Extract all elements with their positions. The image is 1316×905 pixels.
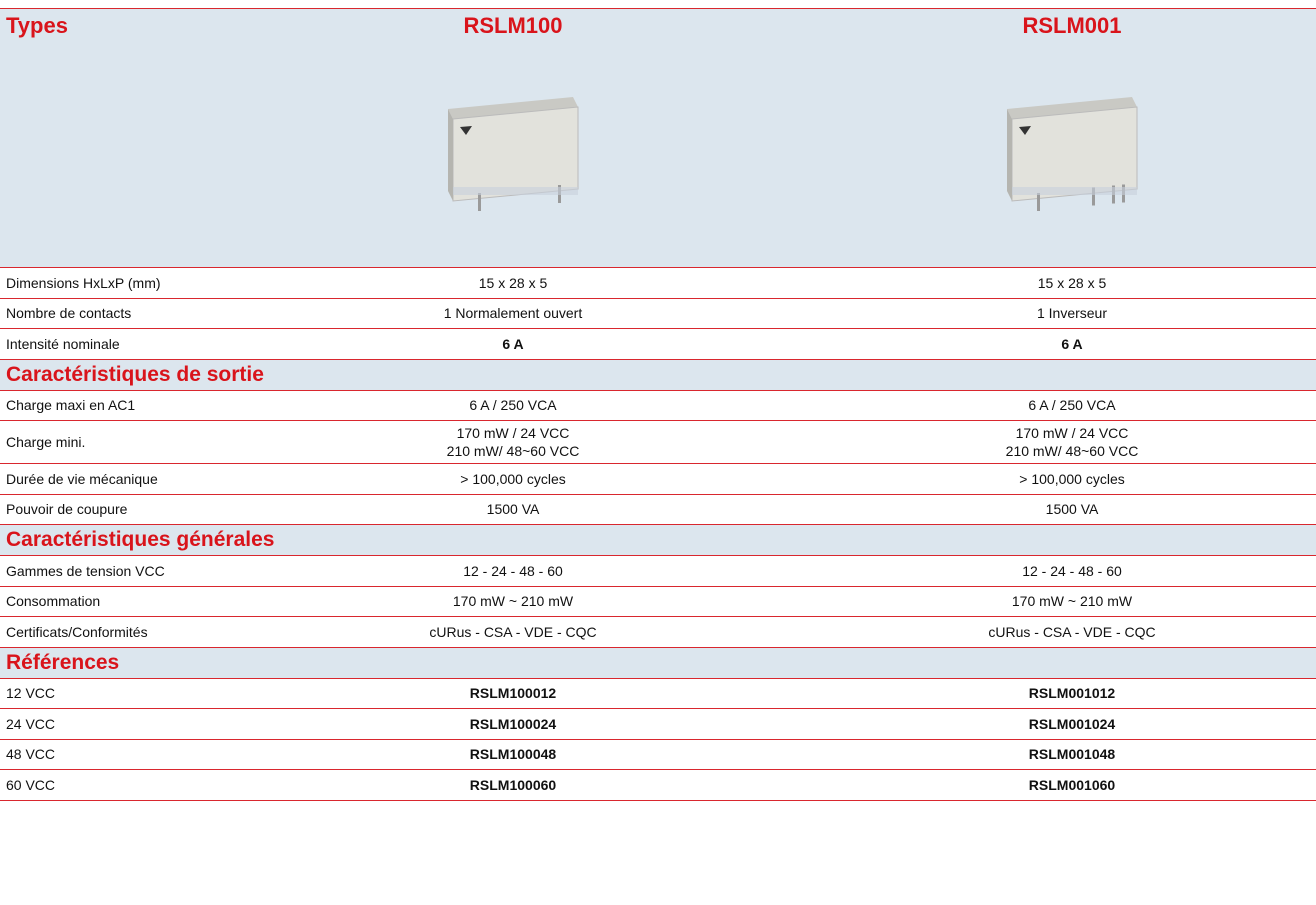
row-label: 12 VCC: [0, 677, 198, 709]
row-label: Nombre de contacts: [0, 297, 198, 329]
data-row: Consommation 170 mW ~ 210 mW 170 mW ~ 210 …: [0, 585, 1316, 617]
row-value: 12 - 24 - 48 - 60: [198, 555, 828, 586]
section-title: Caractéristiques de sortie: [0, 358, 1316, 390]
row-value: 1500 VA: [198, 493, 828, 525]
row-value: > 100,000 cycles: [198, 463, 828, 494]
value-line: 210 mW/ 48~60 VCC: [1005, 443, 1139, 459]
section-row: Caractéristiques générales: [0, 524, 1316, 556]
row-label: 60 VCC: [0, 769, 198, 801]
row-label: 48 VCC: [0, 738, 198, 770]
page: {"header": {"label": "Types", "columns":…: [0, 8, 1316, 905]
row-value: RSLM100012: [198, 677, 828, 709]
spec-table: Types RSLM100 RSLM001 Dimensions HxLxP (mm)…: [0, 8, 1316, 801]
row-value: 1 Inverseur: [828, 297, 1316, 329]
row-label: Gammes de tension VCC: [0, 555, 198, 586]
row-value: 6 A: [198, 328, 828, 359]
row-value: RSLM100048: [198, 738, 828, 770]
row-value: 170 mW / 24 VCC 210 mW/ 48~60 VCC: [828, 420, 1316, 464]
data-row: Durée de vie mécanique > 100,000 cycles > …: [0, 463, 1316, 494]
row-value: RSLM001024: [828, 708, 1316, 739]
row-label: 24 VCC: [0, 708, 198, 739]
row-value: RSLM100024: [198, 708, 828, 739]
row-value: cURus - CSA - VDE - CQC: [828, 616, 1316, 647]
data-row: 48 VCC RSLM100048 RSLM001048: [0, 738, 1316, 770]
value-line: 210 mW/ 48~60 VCC: [446, 443, 580, 459]
header-label: Types: [0, 8, 198, 43]
data-row: Charge maxi en AC1 6 A / 250 VCA 6 A / 250…: [0, 389, 1316, 421]
image-cell: [0, 43, 198, 268]
image-row: [0, 43, 1316, 268]
row-label: Charge mini.: [0, 420, 198, 464]
data-row: Certificats/Conformités cURus - CSA - VDE…: [0, 616, 1316, 647]
data-row: Dimensions HxLxP (mm) 15 x 28 x 5 15 x 28 …: [0, 267, 1316, 298]
row-value: 1500 VA: [828, 493, 1316, 525]
data-row: 60 VCC RSLM100060 RSLM001060: [0, 769, 1316, 801]
row-value: 170 mW ~ 210 mW: [198, 585, 828, 617]
row-value: > 100,000 cycles: [828, 463, 1316, 494]
row-value: cURus - CSA - VDE - CQC: [198, 616, 828, 647]
relay-image: [448, 96, 579, 211]
section-title: Caractéristiques générales: [0, 524, 1316, 556]
header-column: RSLM001: [828, 8, 1316, 43]
row-value: 12 - 24 - 48 - 60: [828, 555, 1316, 586]
row-label: Certificats/Conformités: [0, 616, 198, 647]
section-title: Références: [0, 646, 1316, 678]
header-column: RSLM100: [198, 8, 828, 43]
row-label: Pouvoir de coupure: [0, 493, 198, 525]
row-value: 170 mW ~ 210 mW: [828, 585, 1316, 617]
data-row: Pouvoir de coupure 1500 VA 1500 VA: [0, 493, 1316, 525]
row-label: Charge maxi en AC1: [0, 389, 198, 421]
row-value: 6 A / 250 VCA: [198, 389, 828, 421]
data-row: 24 VCC RSLM100024 RSLM001024: [0, 708, 1316, 739]
data-row: Gammes de tension VCC 12 - 24 - 48 - 60 12…: [0, 555, 1316, 586]
row-value: RSLM100060: [198, 769, 828, 801]
row-value: 6 A / 250 VCA: [828, 389, 1316, 421]
row-value: 15 x 28 x 5: [198, 267, 828, 298]
row-label: Dimensions HxLxP (mm): [0, 267, 198, 298]
row-value: 170 mW / 24 VCC 210 mW/ 48~60 VCC: [198, 420, 828, 464]
row-value: 6 A: [828, 328, 1316, 359]
image-cell: [828, 43, 1316, 268]
data-row: 12 VCC RSLM100012 RSLM001012: [0, 677, 1316, 709]
value-line: 170 mW / 24 VCC: [1015, 425, 1129, 441]
row-label: Intensité nominale: [0, 328, 198, 359]
relay-image: [1007, 96, 1138, 211]
header-row: Types RSLM100 RSLM001: [0, 8, 1316, 43]
row-value: 1 Normalement ouvert: [198, 297, 828, 329]
value-line: 170 mW / 24 VCC: [456, 425, 570, 441]
row-value: RSLM001060: [828, 769, 1316, 801]
row-label: Durée de vie mécanique: [0, 463, 198, 494]
row-value: 15 x 28 x 5: [828, 267, 1316, 298]
section-row: Caractéristiques de sortie: [0, 358, 1316, 390]
section-row: Références: [0, 646, 1316, 678]
row-label: Consommation: [0, 585, 198, 617]
data-row: Nombre de contacts 1 Normalement ouvert 1 …: [0, 297, 1316, 329]
row-value: RSLM001012: [828, 677, 1316, 709]
data-row: Charge mini. 170 mW / 24 VCC 210 mW/ 48~60…: [0, 420, 1316, 464]
image-cell: [198, 43, 828, 268]
row-value: RSLM001048: [828, 738, 1316, 770]
